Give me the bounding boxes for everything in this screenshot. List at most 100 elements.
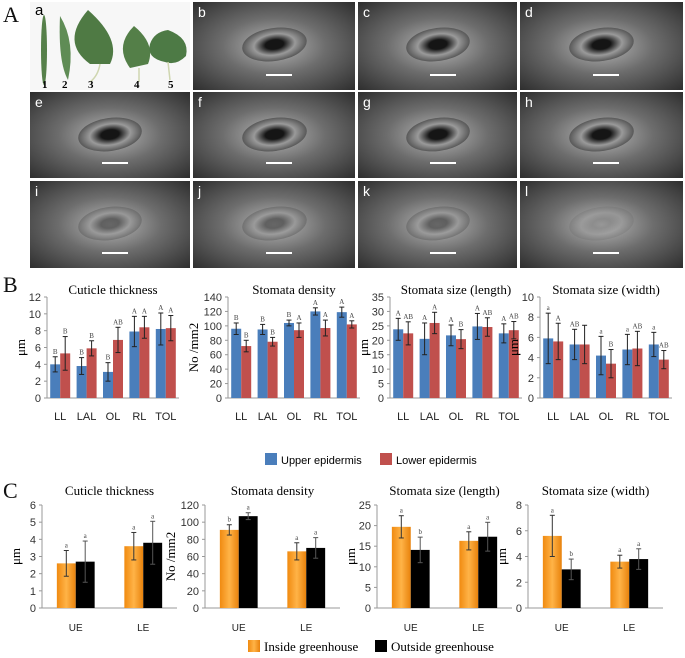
- significance-letter: AB: [509, 313, 519, 321]
- x-tick-label: LE: [472, 623, 485, 634]
- significance-letter: B: [609, 341, 614, 349]
- bar: [124, 546, 144, 608]
- chart-b-2: Stomata density 0 20 40 60 80 100 120 140 No /mm2…: [186, 282, 360, 423]
- bar: [267, 341, 278, 398]
- chart-title: Stomata density: [231, 483, 315, 498]
- x-tick-label: LAL: [570, 411, 590, 423]
- chart-c-1: Cuticle thickness 0 1 2 3 4 5 6 μm UE a a LE a a: [8, 483, 177, 634]
- significance-letter: A: [313, 299, 318, 307]
- bar: [459, 540, 479, 608]
- significance-letter: B: [89, 332, 94, 340]
- bar: [238, 516, 258, 608]
- significance-letter: a: [247, 504, 251, 512]
- bar: [508, 330, 519, 398]
- micrograph-letter: i: [35, 183, 39, 199]
- bar: [320, 328, 331, 398]
- significance-letter: A: [422, 314, 427, 322]
- y-tick-label: 0: [365, 603, 371, 615]
- significance-letter: A: [396, 309, 401, 317]
- significance-letter: b: [228, 516, 232, 524]
- y-tick-label: 60: [210, 350, 222, 362]
- chart-title: Stomata size (width): [552, 282, 660, 297]
- x-tick-label: LAL: [77, 411, 97, 423]
- significance-letter: a: [547, 304, 551, 312]
- x-tick-label: UE: [69, 623, 83, 634]
- significance-letter: a: [467, 523, 471, 531]
- significance-letter: B: [234, 314, 239, 322]
- bar: [478, 536, 498, 608]
- bar: [284, 322, 294, 398]
- significance-letter: a: [637, 540, 641, 548]
- y-tick-label: 12: [29, 292, 41, 304]
- y-tick-label: 140: [204, 292, 222, 304]
- significance-letter: b: [418, 528, 422, 536]
- scale-bar: [102, 162, 128, 164]
- significance-letter: a: [132, 523, 136, 531]
- significance-letter: A: [158, 304, 163, 312]
- y-axis-label: μm: [343, 548, 358, 565]
- micrograph-letter: c: [363, 4, 370, 20]
- x-tick-label: LL: [54, 411, 66, 423]
- significance-letter: A: [448, 316, 453, 324]
- bar: [579, 344, 590, 398]
- micrograph-letter: j: [198, 183, 202, 199]
- x-tick-label: RL: [475, 411, 489, 423]
- significance-letter: a: [314, 529, 318, 537]
- x-tick-label: LL: [547, 411, 559, 423]
- y-tick-label: 6: [30, 500, 36, 512]
- significance-letter: b: [569, 550, 573, 558]
- y-tick-label: 8: [35, 326, 41, 338]
- significance-letter: a: [65, 541, 69, 549]
- bar: [231, 328, 242, 398]
- y-tick-label: 8: [516, 500, 522, 512]
- significance-letter: a: [626, 325, 630, 333]
- x-tick-label: OL: [449, 411, 464, 423]
- y-tick-label: 5: [30, 517, 36, 529]
- significance-letter: B: [106, 354, 111, 362]
- sem-micrograph: c: [358, 2, 517, 90]
- x-tick-label: RL: [313, 411, 327, 423]
- y-tick-label: 120: [204, 306, 222, 318]
- x-tick-label: TOL: [155, 411, 176, 423]
- x-tick-label: TOL: [648, 411, 669, 423]
- y-tick-label: 20: [210, 379, 222, 391]
- legend-swatch: [265, 453, 277, 465]
- x-tick-label: LE: [623, 623, 636, 634]
- significance-letter: AB: [659, 342, 669, 350]
- significance-letter: A: [349, 312, 354, 320]
- legend-label: Lower epidermis: [396, 455, 477, 467]
- x-tick-label: UE: [555, 623, 569, 634]
- x-tick-label: LE: [137, 623, 150, 634]
- y-tick-label: 0: [516, 603, 522, 615]
- bar: [569, 344, 580, 398]
- bar: [241, 346, 252, 398]
- y-tick-label: 20: [372, 335, 384, 347]
- leaf-shapes-image: 1 2 3 4 5: [41, 10, 187, 91]
- sem-micrograph: k: [358, 181, 517, 268]
- sem-micrograph: e: [30, 92, 190, 178]
- x-tick-label: TOL: [498, 411, 519, 423]
- x-tick-label: LAL: [420, 411, 440, 423]
- legend-swatch: [248, 640, 260, 652]
- bar: [50, 364, 61, 398]
- x-tick-label: LL: [397, 411, 409, 423]
- bar: [294, 330, 304, 398]
- leaf-number: 4: [134, 79, 140, 90]
- bar: [139, 327, 150, 398]
- y-tick-label: 30: [372, 306, 384, 318]
- y-tick-label: 20: [187, 586, 199, 598]
- sem-micrograph: h: [520, 92, 683, 178]
- y-tick-label: 15: [359, 541, 371, 553]
- y-axis-label: μm: [494, 548, 509, 565]
- chart-title: Stomata size (length): [389, 483, 499, 498]
- significance-letter: B: [79, 349, 84, 357]
- sem-micrograph: j: [193, 181, 355, 268]
- y-tick-label: 100: [204, 321, 222, 333]
- scale-bar: [265, 162, 292, 164]
- scale-bar: [265, 252, 292, 254]
- y-tick-label: 10: [372, 364, 384, 376]
- y-tick-label: 40: [187, 569, 199, 581]
- chart-c-3: Stomata size (length) 0 5 10 15 20 25 μm UE a b LE a…: [343, 483, 512, 634]
- bar: [391, 526, 411, 608]
- sem-micrograph: b: [193, 2, 355, 90]
